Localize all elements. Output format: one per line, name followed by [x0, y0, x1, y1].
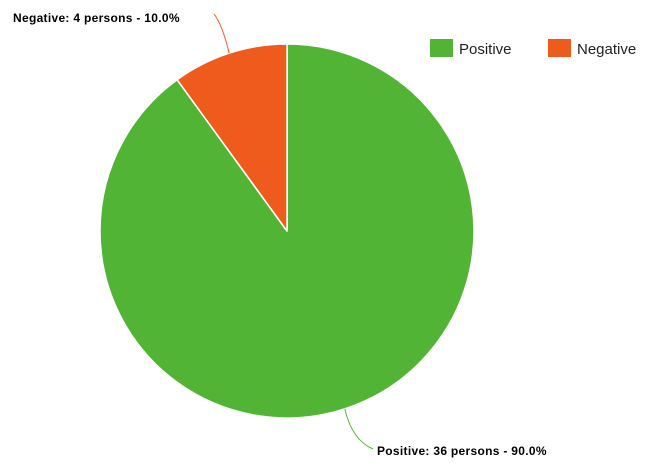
- legend: Positive Negative: [430, 39, 636, 58]
- pie-slices: [99, 43, 475, 419]
- legend-item-negative[interactable]: Negative: [548, 39, 636, 58]
- slice-label-positive: Positive: 36 persons - 90.0%: [377, 444, 547, 458]
- legend-item-positive[interactable]: Positive: [430, 39, 512, 58]
- slice-label-negative: Negative: 4 persons - 10.0%: [13, 11, 180, 25]
- legend-label-negative: Negative: [577, 41, 636, 58]
- legend-swatch-negative: [548, 39, 571, 57]
- legend-swatch-positive: [430, 39, 453, 57]
- leader-lines: [213, 13, 374, 450]
- legend-label-positive: Positive: [459, 41, 512, 58]
- pie-slice-negative[interactable]: [176, 43, 288, 232]
- leader-line-negative: [213, 13, 230, 54]
- leader-line-positive: [344, 408, 374, 450]
